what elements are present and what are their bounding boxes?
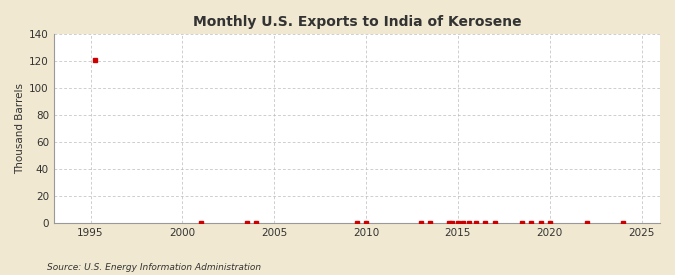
Text: Source: U.S. Energy Information Administration: Source: U.S. Energy Information Administ… [47,263,261,272]
Y-axis label: Thousand Barrels: Thousand Barrels [15,83,25,174]
Title: Monthly U.S. Exports to India of Kerosene: Monthly U.S. Exports to India of Kerosen… [192,15,521,29]
